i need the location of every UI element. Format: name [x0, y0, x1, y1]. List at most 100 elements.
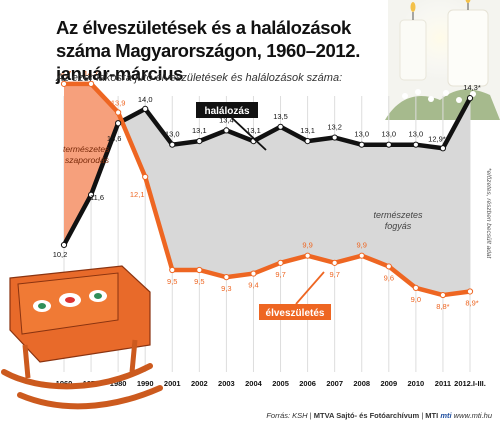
x-tick-label: 2010 [408, 379, 425, 388]
births-point [250, 270, 257, 277]
births-point [277, 259, 284, 266]
deaths-value-label: 13,2 [327, 123, 342, 132]
deaths-line [61, 95, 473, 248]
births-value-label: 14,7 [84, 69, 99, 78]
births-point [385, 263, 392, 270]
deaths-value-label: 13,0 [381, 130, 396, 139]
births-point [412, 284, 419, 291]
x-tick-label: 1990 [137, 379, 154, 388]
births-value-label: 13,9 [111, 98, 126, 107]
births-point [196, 266, 203, 274]
births-point [304, 252, 311, 259]
births-value-label: 9,0 [411, 295, 421, 304]
decline-label-line2: fogyás [385, 221, 412, 231]
births-point [223, 274, 230, 281]
chart-title: Az élveszületések és a halálozások száma… [56, 17, 360, 84]
deaths-point [169, 141, 176, 148]
gap-areas [64, 83, 470, 296]
births-point [60, 80, 68, 87]
deaths-value-label: 12,9* [428, 134, 446, 143]
x-tick-label: 2001 [164, 379, 181, 388]
deaths-value-label: 13,1 [300, 126, 315, 135]
deaths-value-label: 13,5 [273, 112, 288, 121]
births-value-label: 8,9* [465, 298, 478, 307]
footnote-estimate: *előzetes, részben becsült adat [485, 168, 492, 260]
births-value-label: 8,8* [436, 302, 449, 311]
mti-logo: mti [440, 411, 452, 420]
births-value-label: 9,7 [275, 270, 285, 279]
deaths-point [196, 138, 203, 145]
series-lines [61, 81, 473, 298]
births-value-label: 9,5 [167, 277, 177, 286]
deaths-point [142, 105, 149, 113]
deaths-value-label: 13,6 [107, 134, 122, 143]
deaths-value-label: 13,0 [165, 130, 180, 139]
deaths-value-label: 13,4 [219, 115, 234, 124]
births-value-label: 14,7 [57, 69, 72, 78]
x-tick-label: 2007 [326, 379, 343, 388]
x-tick-label: 1980 [110, 379, 127, 388]
births-value-label: 9,9 [357, 241, 367, 250]
deaths-point [439, 145, 447, 152]
births-point [358, 252, 365, 259]
candles-flowers-image [385, 0, 500, 120]
births-point [142, 173, 149, 181]
url-text: www.mti.hu [453, 411, 492, 420]
births-value-label: 9,3 [221, 284, 231, 293]
births-point [115, 109, 122, 116]
births-value-label: 9,4 [248, 281, 258, 290]
x-tick-label: 2003 [218, 379, 235, 388]
decline-label-line1: természetes [373, 210, 423, 220]
births-value-label: 12,1 [130, 190, 145, 199]
surplus-label-line1: természetes [63, 144, 110, 154]
births-point [87, 80, 95, 87]
deaths-point [60, 241, 68, 249]
births-value-label: 9,7 [329, 270, 339, 279]
deaths-legend-tag: halálozás [196, 102, 267, 151]
deaths-value-label: 13,0 [354, 130, 369, 139]
credit-text: MTVA Sajtó- és Fotóarchívum [313, 411, 420, 420]
x-tick-label: 2008 [353, 379, 370, 388]
deaths-value-label: 14,0 [138, 95, 153, 104]
x-tick-label: 2005 [272, 379, 289, 388]
source-footer: Forrás: KSH | MTVA Sajtó- és Fotóarchívu… [266, 411, 492, 420]
deaths-point [358, 141, 365, 148]
x-tick-label: 2009 [380, 379, 397, 388]
deaths-value-label: 13,0 [409, 130, 424, 139]
x-tick-label: 2004 [245, 379, 263, 388]
x-tick-label: 2002 [191, 379, 208, 388]
deaths-point [412, 141, 419, 148]
x-tick-label: 2012.I-III. [454, 379, 486, 388]
births-line [61, 81, 473, 298]
deaths-value-label: 14,3* [463, 83, 481, 92]
deaths-value-label: 11,6 [90, 193, 104, 202]
births-value-label: 9,6 [384, 273, 394, 282]
decline-area [121, 98, 470, 296]
deaths-point [304, 138, 311, 145]
births-legend-tag: élveszületés [259, 271, 331, 320]
deaths-point [277, 123, 284, 130]
surplus-label-line2: szaporodás [65, 155, 110, 165]
x-tick-label: 2006 [299, 379, 316, 388]
deaths-point [385, 141, 392, 148]
cradle-image [1, 265, 163, 410]
data-labels: 10,2 11,6 13,6 14,0 13,0 13,1 13,4 13,1 13,5 13,1… [53, 69, 481, 311]
births-series-label: élveszületés [266, 308, 325, 319]
x-tick-label: 2011 [435, 379, 451, 388]
births-value-label: 9,9 [302, 241, 312, 250]
births-value-label: 9,5 [194, 277, 204, 286]
births-point [169, 266, 176, 274]
deaths-point [115, 120, 122, 127]
series-points [60, 80, 474, 299]
deaths-series-label: halálozás [204, 106, 249, 117]
deaths-value-label: 13,1 [192, 126, 207, 135]
surplus-area [64, 83, 122, 245]
deaths-point [223, 127, 230, 134]
agency-text: MTI [425, 411, 439, 420]
births-point [466, 288, 474, 295]
source-text: Forrás: KSH | [266, 411, 312, 420]
births-point [439, 291, 447, 299]
deaths-value-label: 13,1 [246, 126, 261, 135]
